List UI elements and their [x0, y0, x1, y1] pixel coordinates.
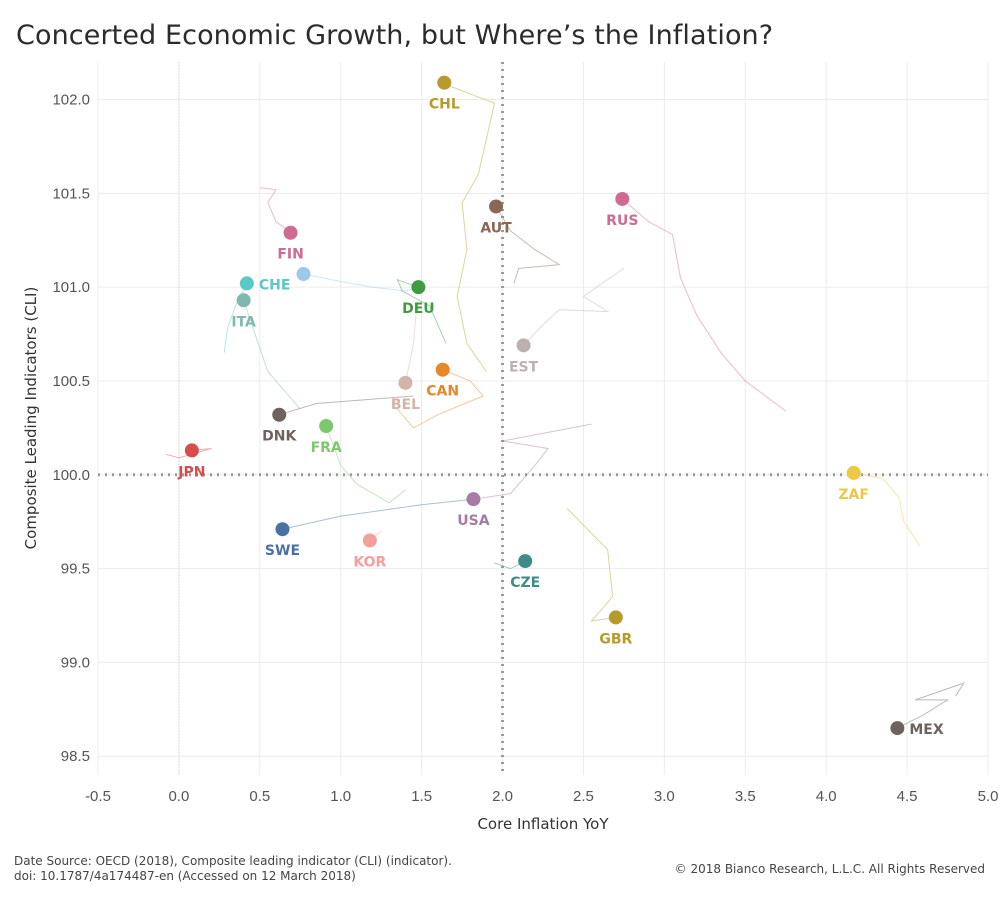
label-mex: MEX: [909, 722, 943, 738]
x-tick-label: -0.5: [85, 788, 111, 805]
point-kor: [362, 533, 377, 548]
label-zaf: ZAF: [838, 487, 869, 503]
trail-fin: [259, 187, 291, 234]
trail-bel: [405, 305, 418, 383]
data-points: CHL RUS AUT FIN CHE ITA DEU EST CAN BEL DNK FRA JPN Z…: [177, 75, 944, 738]
trail-unlabeled: [303, 273, 419, 292]
axis-ticks: -0.5 0.0 0.5 1.0 1.5 2.0 2.5 3.0 3.5 4.0 4.5 5.0 98.…: [52, 92, 998, 805]
source-note: Date Source: OECD (2018), Composite lead…: [14, 854, 452, 884]
label-rus: RUS: [606, 213, 638, 229]
label-fin: FIN: [277, 247, 304, 263]
point-fra: [319, 419, 334, 434]
label-chl: CHL: [429, 97, 460, 113]
trail-usa: [473, 423, 592, 500]
label-jpn: JPN: [177, 464, 205, 480]
trail-aut: [495, 206, 561, 284]
point-cze: [518, 554, 533, 569]
y-tick-label: 102.0: [52, 92, 90, 109]
point-can: [435, 362, 450, 377]
point-chl: [437, 75, 452, 90]
x-tick-label: 3.0: [654, 788, 675, 805]
point-fin: [283, 225, 298, 240]
point-aut: [489, 199, 504, 214]
trail-est: [523, 267, 625, 346]
point-dnk: [272, 407, 287, 422]
trail-rus: [621, 198, 786, 412]
y-tick-label: 98.5: [61, 748, 90, 765]
label-che: CHE: [259, 277, 291, 293]
x-tick-label: 5.0: [978, 788, 999, 805]
x-tick-label: 1.0: [330, 788, 351, 805]
point-jpn: [184, 443, 199, 458]
point-bel: [398, 375, 413, 390]
label-est: EST: [509, 359, 539, 375]
point-rus: [615, 191, 630, 206]
point-ita: [236, 293, 251, 308]
x-tick-label: 2.0: [492, 788, 513, 805]
trail-swe: [282, 498, 474, 530]
label-gbr: GBR: [599, 631, 632, 647]
x-tick-label: 3.5: [735, 788, 756, 805]
trail-ita: [243, 300, 301, 410]
label-usa: USA: [457, 513, 489, 529]
label-ita: ITA: [231, 314, 256, 330]
label-bel: BEL: [391, 397, 420, 413]
label-can: CAN: [426, 384, 459, 400]
point-zaf: [846, 465, 861, 480]
y-axis-label: Composite Leading Indicators (CLI): [22, 287, 40, 550]
x-axis-label: Core Inflation YoY: [477, 815, 609, 833]
x-tick-label: 0.0: [168, 788, 189, 805]
point-mex: [890, 721, 905, 736]
x-tick-label: 0.5: [249, 788, 270, 805]
y-tick-label: 100.5: [52, 373, 90, 390]
label-cze: CZE: [510, 575, 540, 591]
trail-dnk: [279, 395, 414, 416]
y-tick-label: 101.5: [52, 185, 90, 202]
y-tick-label: 99.0: [61, 654, 90, 671]
source-line-2: doi: 10.1787/4a174487-en (Accessed on 12…: [14, 869, 356, 883]
label-aut: AUT: [480, 220, 512, 236]
y-tick-label: 100.0: [52, 467, 90, 484]
copyright: © 2018 Bianco Research, L.L.C. All Right…: [674, 862, 985, 876]
point-deu: [411, 280, 426, 295]
label-swe: SWE: [265, 543, 300, 559]
point-usa: [466, 492, 481, 507]
point-swe: [275, 522, 290, 537]
point-gbr: [608, 610, 623, 625]
trail-zaf: [853, 472, 921, 547]
trail-can: [397, 369, 484, 429]
source-line-1: Date Source: OECD (2018), Composite lead…: [14, 854, 452, 868]
x-tick-label: 2.5: [573, 788, 594, 805]
x-tick-label: 1.5: [411, 788, 432, 805]
trail-fra: [325, 425, 406, 504]
grid-lines: [97, 62, 989, 775]
label-deu: DEU: [402, 301, 435, 317]
reference-lines: [98, 62, 988, 775]
x-tick-label: 4.5: [897, 788, 918, 805]
y-tick-label: 99.5: [61, 561, 90, 578]
chart-title: Concerted Economic Growth, but Where’s t…: [16, 20, 774, 51]
trails: [165, 84, 965, 729]
y-tick-label: 101.0: [52, 279, 90, 296]
trail-mex: [897, 682, 965, 729]
x-tick-label: 4.0: [816, 788, 837, 805]
label-dnk: DNK: [262, 429, 297, 445]
label-fra: FRA: [311, 440, 342, 456]
label-kor: KOR: [353, 554, 386, 570]
point-est: [516, 338, 531, 353]
point-che: [239, 276, 254, 291]
trail-chl: [445, 84, 496, 372]
trail-gbr: [566, 508, 616, 622]
trail-deu: [396, 278, 447, 344]
point-unlabeled: [296, 267, 311, 282]
